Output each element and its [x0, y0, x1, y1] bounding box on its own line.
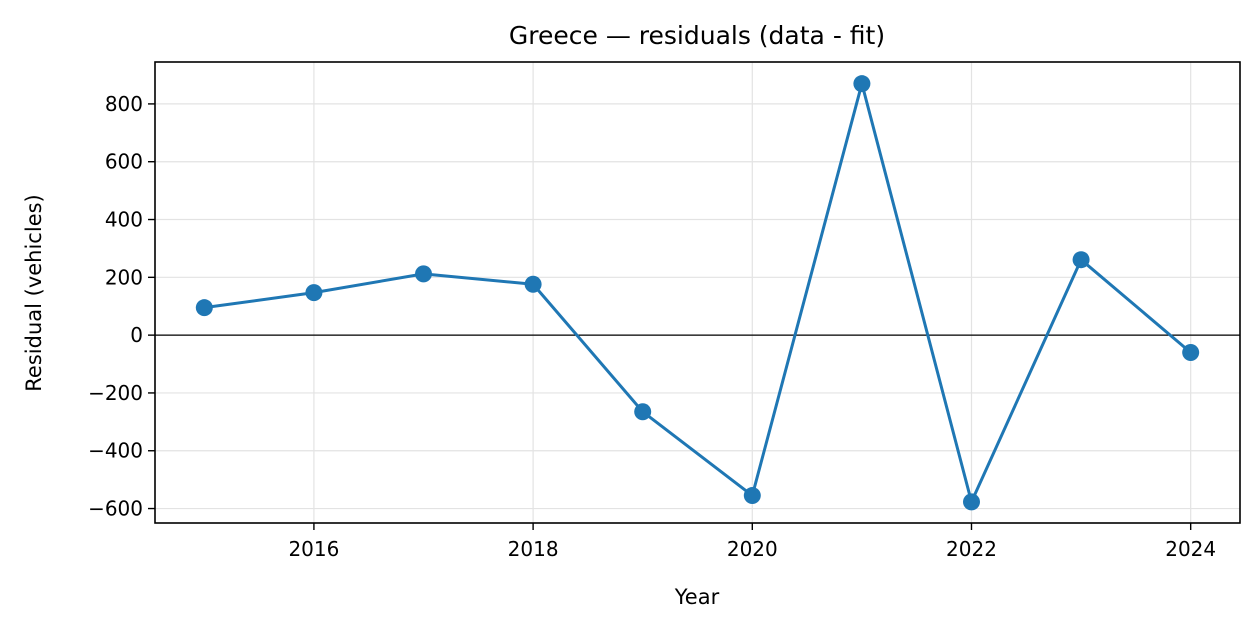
y-tick-label: −600 — [88, 497, 143, 521]
plot-frame — [154, 61, 1241, 524]
x-tick-label: 2018 — [508, 537, 559, 561]
data-point — [1072, 251, 1090, 269]
chart-title: Greece — residuals (data - fit) — [509, 21, 885, 50]
ticks-layer: 2016 2018 2020 2022 2024 −600 −400 −200 0 200 400 6… — [88, 92, 1216, 561]
series-line — [204, 82, 1192, 504]
data-point — [1182, 343, 1200, 361]
series-layer — [195, 75, 1200, 511]
data-point — [634, 403, 652, 421]
x-tick-label: 2024 — [1165, 537, 1216, 561]
data-point — [524, 275, 542, 293]
data-point — [853, 75, 871, 93]
y-tick-label: 400 — [105, 208, 143, 232]
y-tick-label: 0 — [130, 323, 143, 347]
x-tick-label: 2020 — [727, 537, 778, 561]
data-point — [415, 265, 433, 283]
data-point — [962, 493, 980, 511]
x-tick-label: 2016 — [288, 537, 339, 561]
y-tick-label: 600 — [105, 150, 143, 174]
y-tick-label: 800 — [105, 92, 143, 116]
axes-layer — [154, 61, 1241, 524]
y-tick-label: 200 — [105, 265, 143, 289]
y-axis-label: Residual (vehicles) — [22, 194, 46, 391]
y-tick-label: −200 — [88, 381, 143, 405]
data-point — [743, 487, 761, 505]
x-axis-label: Year — [674, 585, 720, 609]
x-tick-label: 2022 — [946, 537, 997, 561]
y-tick-label: −400 — [88, 439, 143, 463]
data-point — [305, 284, 323, 302]
data-point — [195, 299, 213, 317]
